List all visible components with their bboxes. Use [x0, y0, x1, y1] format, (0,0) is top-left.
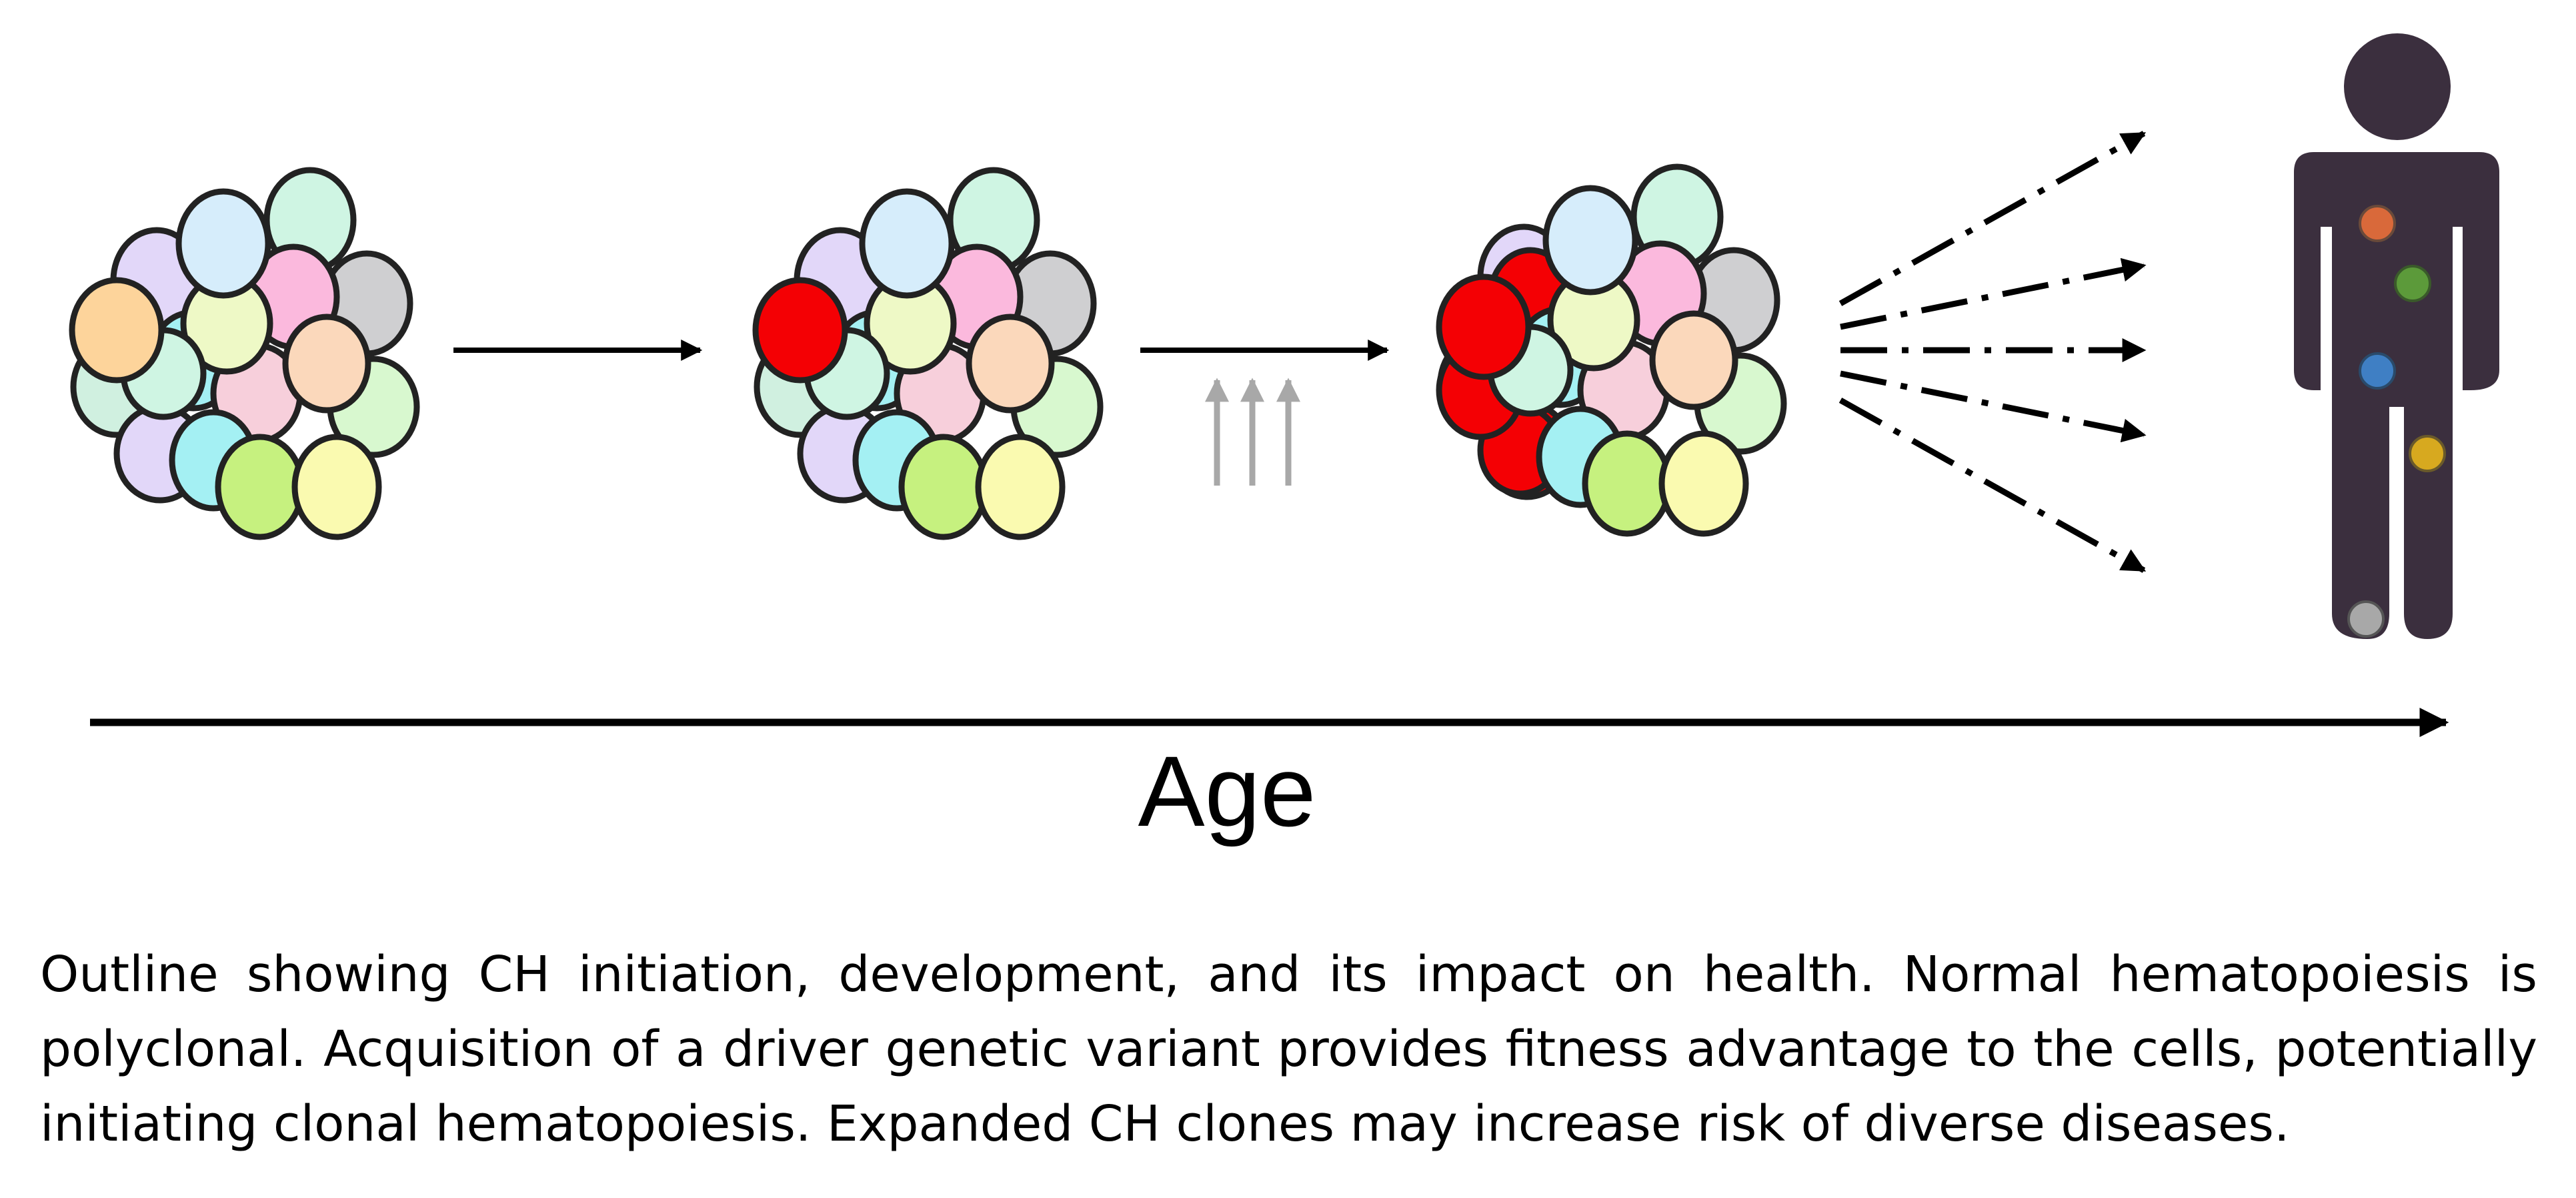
clone-cell	[752, 277, 848, 384]
disease-site-icon	[2359, 205, 2396, 242]
caption-line: initiating clonal hematopoiesis. Expande…	[40, 1095, 2290, 1153]
cell	[1582, 430, 1672, 537]
age-axis-label: Age	[1138, 735, 1316, 847]
risk-arrow	[1838, 131, 2147, 306]
cell	[175, 188, 271, 299]
disease-site-icon	[2347, 600, 2385, 638]
cell	[215, 434, 305, 540]
risk-arrow	[1840, 370, 2147, 443]
cell	[1658, 430, 1749, 537]
cluster-driver-variant	[752, 167, 1104, 540]
cell	[291, 434, 382, 540]
organ-disease-sites	[2347, 205, 2446, 638]
cell	[966, 314, 1055, 414]
cell-cluster	[1436, 163, 1787, 537]
caption-line: polyclonal. Acquisition of a driver gene…	[40, 1021, 2537, 1078]
cell	[1649, 310, 1738, 410]
disease-site-icon	[2394, 265, 2431, 302]
disease-site-icon	[2359, 352, 2396, 390]
cluster-polyclonal	[69, 167, 420, 540]
caption-line: Outline showing CH initiation, developme…	[40, 946, 2537, 1003]
figure-caption: Outline showing CH initiation, developme…	[40, 937, 2537, 1161]
cell	[859, 188, 955, 299]
selection-pressure-arrows	[1205, 378, 1300, 486]
cell-cluster	[752, 167, 1104, 540]
cluster-expanded-clone	[1436, 163, 1787, 537]
risk-arrow	[1838, 398, 2147, 573]
human-figure-icon	[2294, 33, 2499, 639]
cell	[69, 277, 165, 384]
cell	[975, 434, 1066, 540]
disease-site-icon	[2409, 435, 2446, 472]
cell-cluster	[69, 167, 420, 540]
cell	[282, 314, 371, 414]
cell	[1542, 185, 1638, 295]
cell	[898, 434, 989, 540]
disease-risk-arrows	[1838, 131, 2147, 573]
clone-cell	[1436, 273, 1532, 380]
risk-arrow	[1840, 257, 2147, 330]
